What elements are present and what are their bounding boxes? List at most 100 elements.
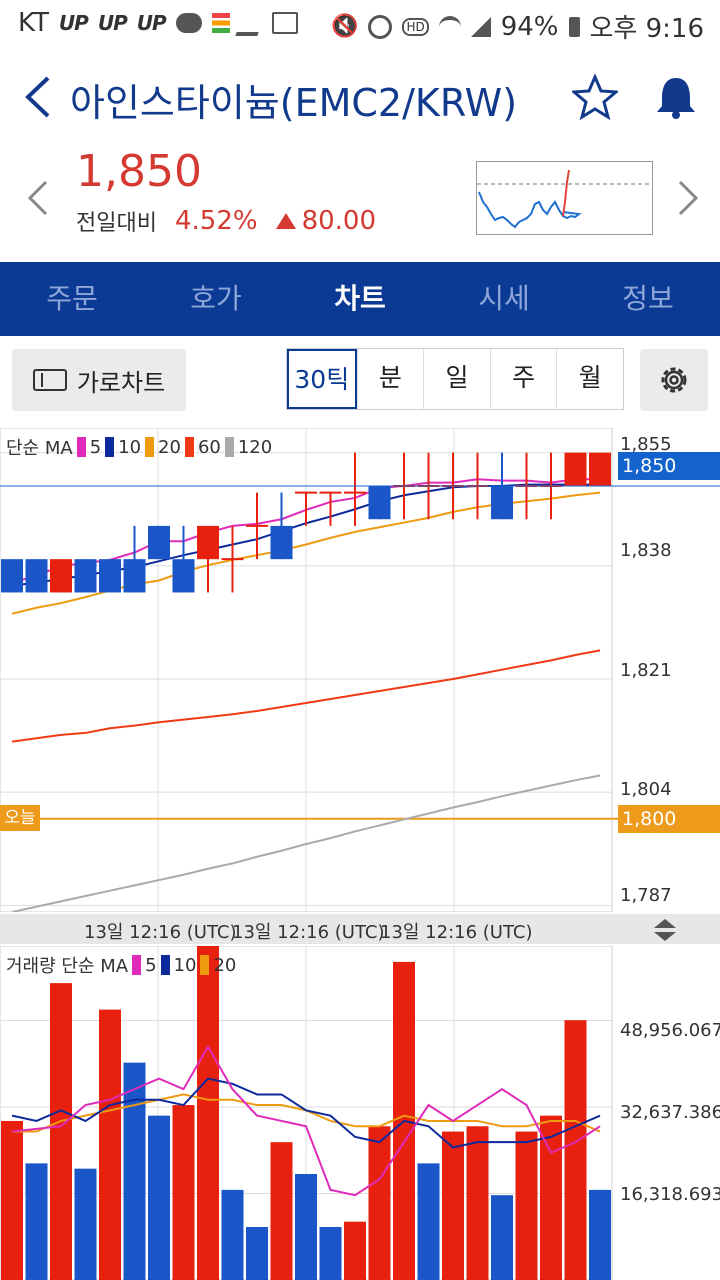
prev-coin-icon[interactable] [26,180,50,216]
volume-bar [344,1221,366,1280]
landscape-icon [32,369,67,391]
candle-body [99,559,121,593]
volume-ma10-line [11,1077,601,1149]
volume-bar [564,1020,587,1280]
price-legend: 단순 MA 5 10 20 60 120 [6,434,272,460]
prev-day-label: 전일대비 [76,211,157,236]
vol-ma20-swatch [200,955,210,975]
price-tick-label: 1,821 [620,660,672,681]
ma10-swatch [105,437,115,457]
candle-body [50,559,72,593]
price-ma60-line [11,649,601,743]
candle-body [123,559,146,593]
change-amount: 80.00 [301,206,377,236]
volume-tick-label: 16,318.693 [620,1184,720,1205]
volume-bar [197,946,219,1280]
vol-ma5-label: 5 [145,954,157,976]
ma60-swatch [184,437,194,457]
ma60-label: 60 [197,436,221,458]
carrier-label: KT [18,8,49,38]
period-day[interactable]: 일 [423,349,490,409]
battery-icon [568,16,580,37]
candle-body [589,452,611,486]
price-chart[interactable] [0,428,720,912]
candle-body [74,559,97,593]
gear-icon [661,367,687,393]
price-legend-title: 단순 MA [6,438,73,459]
period-minute[interactable]: 분 [356,349,424,409]
today-price-tag: 1,800 [618,805,720,833]
volume-bar [319,1226,342,1280]
vol-ma10-swatch [160,955,170,975]
candle-body [172,559,195,593]
candle-body [491,485,513,520]
back-icon[interactable] [22,74,52,120]
ma120-label: 120 [237,436,273,458]
ma10-label: 10 [118,436,142,458]
period-selector: 30틱 분 일 주 월 [286,348,624,410]
mini-line-up [562,169,570,217]
volume-bar [270,1142,293,1280]
volume-ma5-line [11,1044,601,1197]
volume-bar [123,1062,146,1280]
main-tabs: 주문 호가 차트 시세 정보 [0,262,720,336]
ma20-swatch [145,437,155,457]
favorite-star-icon[interactable] [572,74,618,120]
next-coin-icon[interactable] [676,180,700,216]
time-label: 13일 12:16 (UTC) [380,922,533,943]
volume-bar [491,1195,513,1280]
last-price-tag: 1,850 [618,452,720,480]
volume-bar [99,1009,121,1280]
volume-bar [589,1189,611,1280]
tab-order[interactable]: 주문 [46,282,98,315]
mini-line-down [478,191,582,229]
volume-bar [417,1163,440,1280]
tab-chart[interactable]: 차트 [334,282,386,315]
mini-chart[interactable] [476,161,653,235]
volume-bar [540,1115,562,1280]
volume-bar [25,1163,48,1280]
volume-bar [442,1131,464,1280]
vol-ma20-label: 20 [213,954,237,976]
volume-bar [50,983,72,1280]
hd-icon: HD [402,17,429,36]
ma120-swatch [224,437,234,457]
clock: 오후 9:16 [589,14,705,44]
volume-bar [148,1115,170,1280]
price-tick-label: 1,804 [620,779,672,800]
change-row: 전일대비 4.52% 80.00 [76,205,376,237]
chart-settings-button[interactable] [640,349,708,411]
resize-handle-icon[interactable] [652,917,678,943]
vol-ma5-swatch [132,955,142,975]
volume-bar [1,1120,23,1280]
candle-body [25,559,48,593]
time-axis[interactable]: 13일 12:16 (UTC) 13일 12:16 (UTC) 13일 12:1… [0,914,720,944]
signal-icon [470,16,491,37]
mute-icon: 🔇 [331,14,359,39]
period-month[interactable]: 월 [556,349,623,409]
volume-tick-label: 32,637.386 [620,1102,720,1123]
volume-bar [466,1126,489,1280]
period-week[interactable]: 주 [489,349,557,409]
volume-bar [246,1226,268,1280]
tab-orderbook[interactable]: 호가 [190,282,242,315]
bell-icon[interactable] [654,74,698,120]
status-bar: KT UP UP UP 🔇 HD 94% 오후 9:16 [0,0,720,50]
cleaner-icon [234,10,267,36]
candle-body [1,559,23,593]
volume-chart[interactable] [0,946,720,1280]
app-list-icon [211,13,230,33]
volume-bar [74,1168,97,1280]
tab-info[interactable]: 정보 [622,282,674,315]
landscape-chart-label: 가로차트 [76,368,166,397]
time-label: 13일 12:16 (UTC) [84,922,237,943]
period-30tick[interactable]: 30틱 [287,349,357,409]
time-label: 13일 12:16 (UTC) [232,922,385,943]
landscape-chart-button[interactable]: 가로차트 [12,349,186,411]
volume-legend: 거래량 단순 MA 5 10 20 [6,952,236,978]
ma20-label: 20 [158,436,181,458]
tab-market[interactable]: 시세 [478,282,530,315]
change-rate: 4.52% [174,206,258,236]
candle-body [197,525,219,560]
price-ma120-line [11,774,601,912]
